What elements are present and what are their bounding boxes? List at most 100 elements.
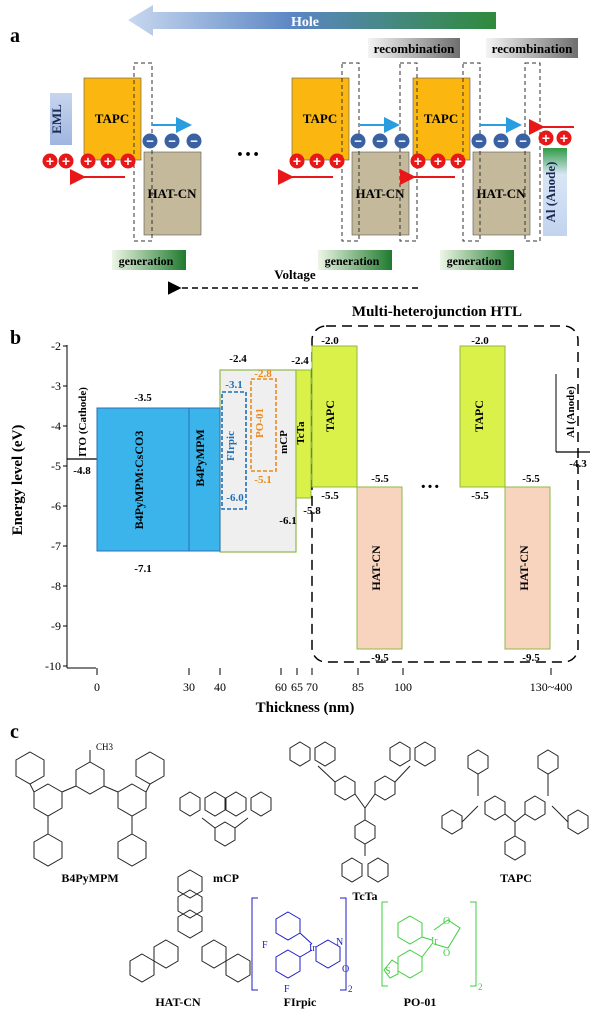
tapc-layer-1 [311,345,358,488]
minus-sign: − [519,134,527,149]
y-tick-label: -10 [45,659,61,673]
y-tick-label: -6 [51,499,61,513]
hatcn-label-3: HAT-CN [476,186,526,201]
plus-sign: + [124,153,132,169]
x-tick-label: 100 [394,680,412,694]
molecule-name-hatcn: HAT-CN [155,995,201,1009]
panel-c-label: c [10,721,19,743]
tapc1-lumo-value: -2.0 [321,335,339,347]
electron-charges-unit2 [350,133,410,149]
plus-sign: + [560,130,568,146]
firpic-structure [251,897,347,991]
firpic-box [221,391,247,510]
f-label: F [284,984,290,995]
tapc-label-1: TAPC [95,111,129,126]
minus-sign: − [376,134,384,149]
b4pympm-label: B4PyMPM [193,429,207,486]
hatcn2-homo-value: -9.5 [522,652,540,664]
plus-sign: + [46,153,54,169]
interface-dashed-box-3 [399,62,418,242]
tcta-label: TcTa [295,421,307,445]
y-tick-label: -5 [51,459,61,473]
o-label: O [342,964,349,975]
tcta-layer [295,369,312,499]
b4pympm-cs-label: B4PyMPM:CsCO3 [132,431,146,530]
plus-sign: + [62,153,70,169]
tapc-block-1 [83,77,142,161]
plus-sign: + [542,130,550,146]
hole-direction-arrow [128,5,496,36]
x-tick-label: 40 [214,680,226,694]
multi-heterojunction-frame [311,325,579,663]
electron-charges-unit1 [142,133,202,149]
tapc2-lumo-value: -2.0 [471,335,489,347]
recombination-label-box-1 [368,38,460,58]
interface-dashed-box-1 [133,62,153,242]
hatcn-structure [129,869,251,983]
y-tick-label: -9 [51,619,61,633]
molecule-name-tapc: TAPC [500,871,532,885]
tcta-homo-value: -5.8 [303,505,321,517]
tapc1-label: TAPC [323,400,337,432]
interface-dashed-box-4 [462,62,481,242]
minus-sign: − [398,134,406,149]
voltage-label: Voltage [274,267,316,282]
x-ticks [96,668,552,675]
al-level-value: -4.3 [569,458,587,470]
eml-label: EML [49,104,64,134]
molecule-name-po01: PO-01 [404,995,437,1009]
tapc1-homo-value: -5.5 [321,490,339,502]
x-tick-label: 65 [291,680,303,694]
o-label: O [443,916,450,927]
hatcn-label-2: HAT-CN [355,186,405,201]
hatcn-layer-1 [356,486,403,650]
po01-lumo-value: -2.8 [254,368,272,380]
x-tick-label: 70 [306,680,318,694]
electron-charges-unit3 [471,133,531,149]
b4-homo-value: -7.1 [134,563,151,575]
f-label: F [262,940,268,951]
generation-label-box-2 [318,250,392,270]
anode-label-box [543,148,567,236]
hatcn2-lumo-value: -5.5 [522,473,540,485]
plus-sign: + [313,153,321,169]
ito-level-value: -4.8 [73,465,91,477]
molecule-name-firpic: FIrpic [284,995,317,1009]
minus-sign: − [190,134,198,149]
y-tick-label: -4 [51,419,61,433]
minus-sign: − [354,134,362,149]
tapc-layer-2 [459,345,506,488]
tapc-block-2 [291,77,350,161]
minus-sign: − [146,134,154,149]
po01-box [250,378,277,472]
ito-label: ITO (Cathode) [77,387,89,457]
firpic-lumo-value: -3.1 [225,379,242,391]
molecule-name-b4pympm: B4PyMPM [61,871,118,885]
po01-label: PO-01 [254,408,266,438]
x-tick-label: 30 [183,680,195,694]
po01-homo-value: -5.1 [254,474,271,486]
hatcn2-label: HAT-CN [517,545,531,591]
plus-sign: + [104,153,112,169]
y-tick-label: -2 [51,339,61,353]
x-tick-label: 0 [94,680,100,694]
plus-sign: + [333,153,341,169]
x-tick-label: 60 [275,680,287,694]
s-label: S [385,966,391,977]
b4-lumo-value: -3.5 [134,392,152,404]
mcp-lumo-value: -2.4 [229,353,247,365]
o-label: O [443,948,450,959]
ir-label: Ir [309,943,316,954]
b4pympm-layer [188,407,221,552]
hatcn-label-1: HAT-CN [147,186,197,201]
generation-label-2: generation [325,254,380,268]
anode-label: Al (Anode) [543,161,558,222]
interface-dashed-box-2 [341,62,360,242]
hatcn-block-1 [143,151,202,236]
x-axis-label: Thickness (nm) [256,700,355,716]
y-tick-label: -8 [51,579,61,593]
molecule-name-tcta: TcTa [352,889,377,903]
interface-dashed-box-5 [524,62,541,242]
generation-label-3: generation [447,254,502,268]
panel-a-label: a [10,25,20,47]
